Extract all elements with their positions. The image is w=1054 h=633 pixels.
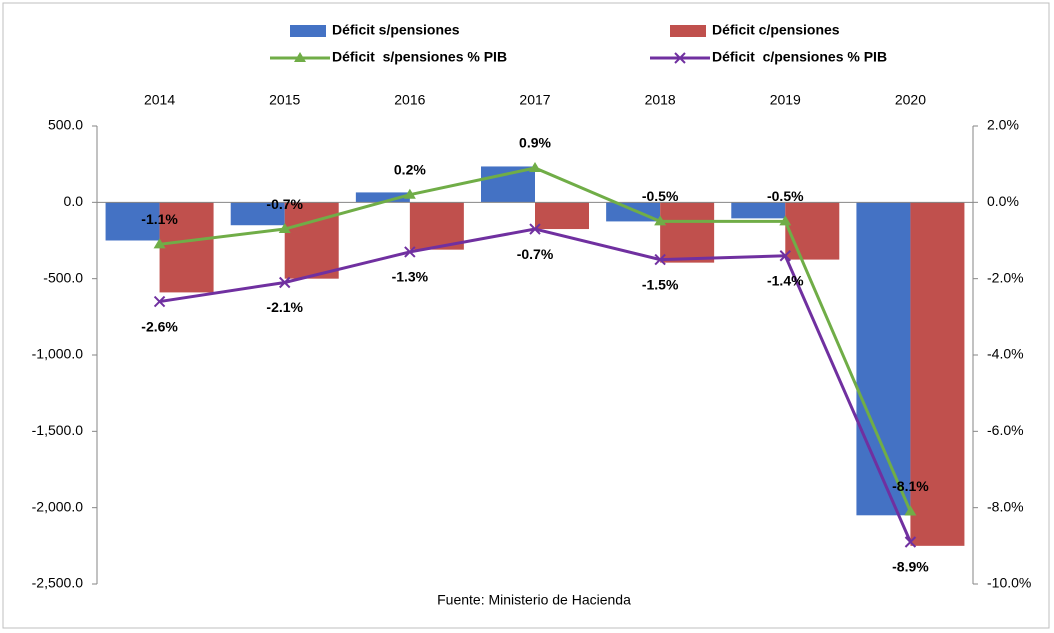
y2-tick-label: -8.0% — [987, 498, 1024, 514]
data-label: -0.7% — [517, 246, 554, 262]
x-tick-label: 2018 — [645, 92, 676, 108]
bar — [856, 202, 911, 516]
bar — [731, 202, 786, 219]
x-tick-label: 2017 — [519, 92, 550, 108]
y-tick-label: -1,000.0 — [32, 346, 84, 362]
x-tick-label: 2015 — [269, 92, 300, 108]
legend-label: Déficit c/pensiones — [712, 22, 840, 38]
legend-swatch — [670, 25, 706, 37]
marker — [153, 238, 166, 249]
marker — [294, 52, 306, 62]
bar — [105, 202, 160, 241]
data-label: 0.2% — [394, 161, 426, 177]
bar — [910, 202, 965, 546]
y2-tick-label: -2.0% — [987, 269, 1024, 285]
bar — [409, 202, 464, 250]
data-label: 0.9% — [519, 135, 551, 151]
data-label: -1.4% — [767, 272, 804, 288]
y-tick-label: -1,500.0 — [32, 422, 84, 438]
y-tick-label: 500.0 — [48, 117, 83, 133]
x-tick-label: 2020 — [895, 92, 926, 108]
marker — [529, 223, 541, 235]
legend-label: Déficit s/pensiones — [332, 22, 460, 38]
data-label: -0.5% — [642, 188, 679, 204]
data-label: -2.6% — [141, 318, 178, 334]
bar — [660, 202, 715, 263]
data-label: -8.9% — [892, 559, 929, 575]
data-label: -8.1% — [892, 478, 929, 494]
bar — [284, 202, 339, 279]
y-tick-label: -2,000.0 — [32, 498, 84, 514]
marker — [278, 223, 291, 234]
bar — [535, 202, 589, 230]
legend-label: Déficit s/pensiones % PIB — [332, 49, 507, 65]
data-label: -1.5% — [642, 276, 679, 292]
marker — [779, 250, 791, 262]
y-tick-label: 0.0 — [64, 193, 84, 209]
marker — [529, 161, 541, 172]
bar — [230, 202, 285, 226]
x-tick-label: 2016 — [394, 92, 425, 108]
marker — [779, 215, 792, 226]
data-label: -1.3% — [392, 269, 429, 285]
data-label: -0.7% — [266, 196, 303, 212]
marker — [404, 246, 416, 258]
y2-tick-label: -4.0% — [987, 346, 1024, 362]
data-label: -0.5% — [767, 188, 804, 204]
marker — [904, 536, 917, 548]
data-label: -2.1% — [266, 299, 303, 315]
marker — [904, 505, 917, 516]
bar — [159, 202, 214, 293]
bar — [355, 192, 410, 203]
bar — [785, 202, 840, 260]
y2-tick-label: -10.0% — [987, 575, 1031, 591]
y-tick-label: -2,500.0 — [32, 575, 84, 591]
marker — [403, 188, 416, 199]
marker — [279, 276, 291, 289]
y-tick-label: -500.0 — [43, 269, 83, 285]
x-tick-label: 2014 — [144, 92, 175, 108]
marker — [153, 295, 166, 308]
legend-label: Déficit c/pensiones % PIB — [712, 49, 887, 65]
y2-tick-label: -6.0% — [987, 422, 1024, 438]
data-label: -1.1% — [141, 211, 178, 227]
bar — [481, 166, 535, 203]
marker — [654, 215, 667, 226]
y2-tick-label: 2.0% — [987, 117, 1019, 133]
x-tick-label: 2019 — [770, 92, 801, 108]
legend-swatch — [290, 25, 326, 37]
y2-tick-label: 0.0% — [987, 193, 1019, 209]
marker — [674, 52, 686, 64]
marker — [654, 253, 666, 266]
source: Fuente: Ministerio de Hacienda — [437, 592, 631, 608]
